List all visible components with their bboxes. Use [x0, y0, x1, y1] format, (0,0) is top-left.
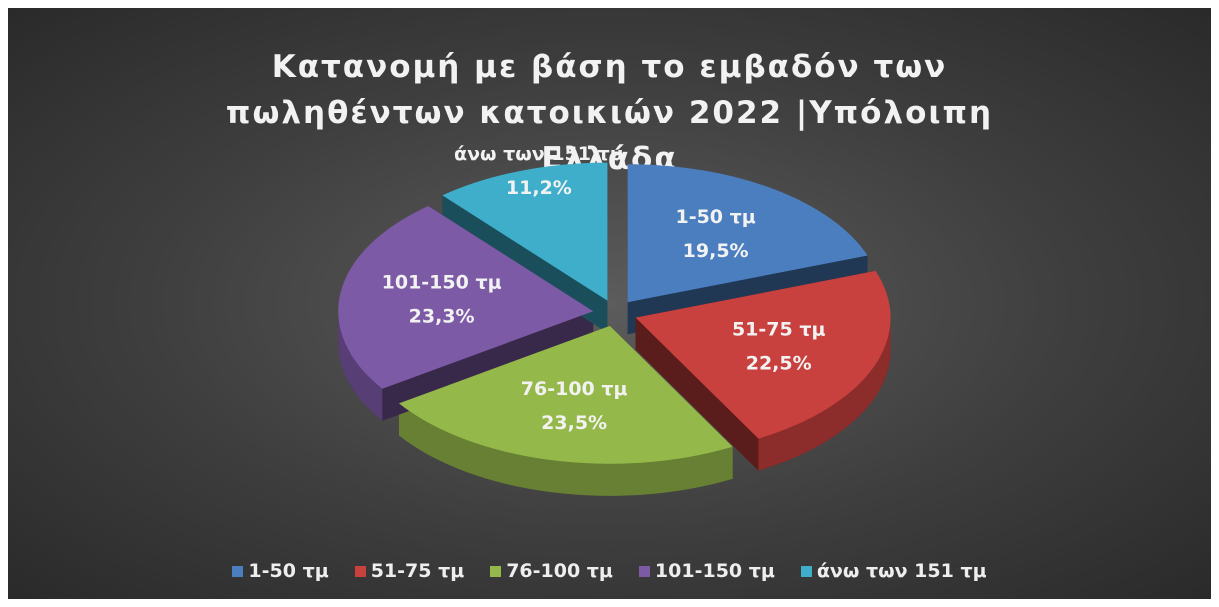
- legend-label: 76-100 τμ: [506, 560, 613, 582]
- slice-wall: [398, 403, 733, 496]
- slice-side: [635, 317, 759, 471]
- slice: [442, 162, 608, 301]
- data-label-value: 23,5%: [541, 412, 607, 434]
- legend-label: 1-50 τμ: [248, 560, 329, 582]
- legend-item: 76-100 τμ: [490, 560, 613, 582]
- data-label-value: 22,5%: [746, 352, 812, 374]
- legend-label: άνω των 151 τμ: [816, 560, 987, 582]
- data-label-value: 19,5%: [683, 240, 749, 262]
- plot: 1-50 τμ 19,5% 51-75 τμ 22,5% 76-100 τμ 23,5% 1…: [338, 143, 891, 496]
- slice: [627, 164, 868, 303]
- legend-label: 101-150 τμ: [654, 560, 775, 582]
- legend-item: 101-150 τμ: [638, 560, 775, 582]
- data-label-name: 101-150 τμ: [382, 272, 502, 294]
- data-label-name: 76-100 τμ: [521, 378, 628, 400]
- data-label-value: 23,3%: [409, 306, 475, 328]
- legend: 1-50 τμ 51-75 τμ 76-100 τμ 101-150 τμ άνω τω…: [8, 560, 1211, 582]
- chart: Κατανομή με βάση το εμβαδόν των πωληθέντ…: [8, 8, 1211, 599]
- slice: [398, 325, 733, 464]
- legend-swatch: [354, 565, 366, 577]
- data-label-value: 11,2%: [506, 177, 572, 199]
- slice-wall: [758, 317, 891, 471]
- legend-item: 51-75 τμ: [354, 560, 465, 582]
- legend-swatch: [800, 565, 812, 577]
- legend-swatch: [638, 565, 650, 577]
- legend-swatch: [490, 565, 502, 577]
- data-label-name: 1-50 τμ: [675, 206, 755, 228]
- legend-item: άνω των 151 τμ: [800, 560, 987, 582]
- data-label-name: άνω των 151 τμ: [454, 143, 624, 165]
- legend-swatch: [232, 565, 244, 577]
- legend-item: 1-50 τμ: [232, 560, 329, 582]
- slice: [635, 270, 891, 439]
- slice-wall: [338, 311, 383, 421]
- data-label-name: 51-75 τμ: [732, 318, 826, 340]
- chart-title: Κατανομή με βάση το εμβαδόν των πωληθέντ…: [225, 49, 994, 177]
- legend-label: 51-75 τμ: [370, 560, 465, 582]
- slice: [338, 206, 594, 389]
